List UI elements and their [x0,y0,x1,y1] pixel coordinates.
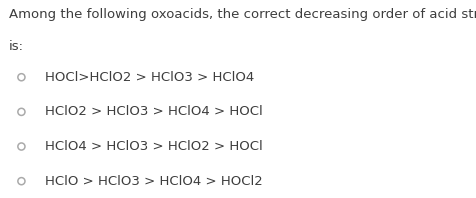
Text: HClO4 > HClO3 > HClO2 > HOCl: HClO4 > HClO3 > HClO2 > HOCl [45,140,263,153]
Text: is:: is: [9,40,24,53]
Text: HClO > HClO3 > HClO4 > HOCl2: HClO > HClO3 > HClO4 > HOCl2 [45,175,263,188]
Text: Among the following oxoacids, the correct decreasing order of acid strength: Among the following oxoacids, the correc… [9,8,476,21]
Text: HOCl>HClO2 > HClO3 > HClO4: HOCl>HClO2 > HClO3 > HClO4 [45,71,255,84]
Text: HClO2 > HClO3 > HClO4 > HOCl: HClO2 > HClO3 > HClO4 > HOCl [45,105,263,118]
